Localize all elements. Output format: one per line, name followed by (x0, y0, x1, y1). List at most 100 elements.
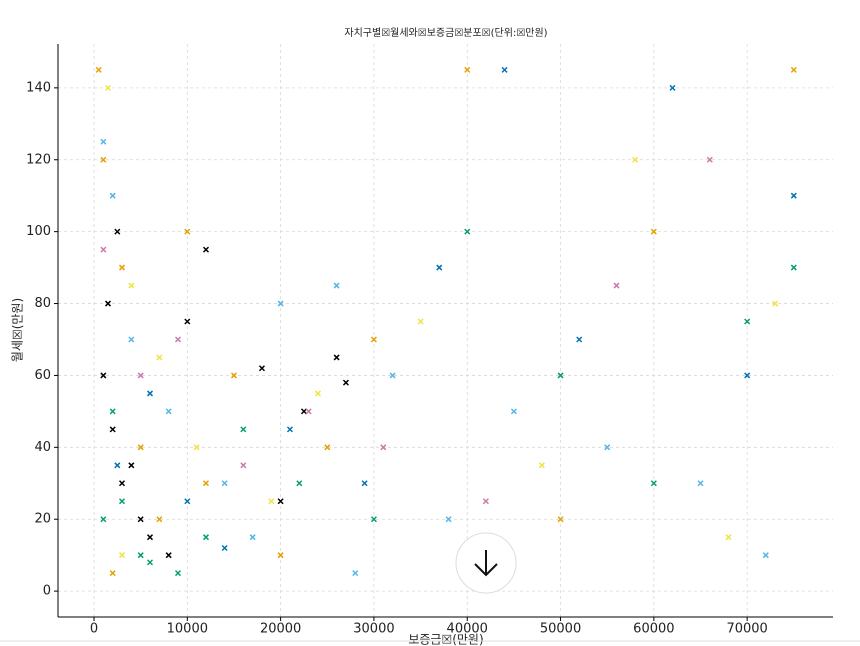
point (557, 372, 564, 379)
point (697, 480, 704, 487)
point (370, 516, 377, 523)
point (184, 228, 191, 235)
point (184, 318, 191, 325)
point (114, 228, 121, 235)
point (772, 300, 779, 307)
point (202, 534, 210, 541)
chart-title: 자치구별☒월세와☒보증금☒분포☒(단위:☒만원) (344, 26, 547, 39)
point (240, 426, 247, 433)
point (744, 372, 751, 379)
point (650, 228, 657, 235)
y-axis-label: 월세☒(만원) (11, 298, 25, 362)
point (137, 516, 144, 523)
y-tick-label: 120 (26, 152, 51, 167)
y-tick-label: 80 (34, 296, 51, 311)
point (417, 318, 424, 325)
point (221, 480, 228, 487)
point (744, 318, 751, 325)
x-tick-label: 40000 (447, 622, 488, 637)
point (109, 408, 116, 415)
point (790, 264, 797, 271)
point (184, 498, 191, 505)
point (436, 264, 443, 271)
point (165, 552, 172, 559)
point (464, 228, 471, 235)
point (146, 559, 154, 566)
point (100, 516, 107, 523)
point (114, 462, 121, 469)
point (137, 372, 144, 379)
point (156, 354, 163, 361)
point (128, 462, 135, 469)
point (95, 66, 102, 73)
point (100, 138, 107, 145)
point (510, 408, 517, 415)
x-tick-label: 0 (90, 622, 98, 637)
point (249, 534, 256, 541)
point (277, 300, 284, 307)
point (104, 84, 112, 91)
point (156, 516, 163, 523)
point (361, 480, 368, 487)
y-tick-label: 60 (34, 368, 51, 383)
y-tick-label: 20 (34, 512, 51, 527)
point (109, 570, 116, 577)
x-tick-label: 50000 (540, 622, 581, 637)
point (650, 480, 657, 487)
point (725, 534, 732, 541)
point (104, 300, 112, 307)
point (464, 66, 471, 73)
point (230, 372, 238, 379)
point (118, 498, 126, 505)
point (118, 264, 126, 271)
point (268, 498, 275, 505)
x-tick-label: 60000 (633, 622, 674, 637)
point (109, 426, 116, 433)
point (314, 390, 321, 397)
point (137, 444, 144, 451)
point (286, 426, 293, 433)
point (118, 552, 126, 559)
point (501, 66, 508, 73)
point (482, 498, 489, 505)
point (109, 192, 116, 199)
point (174, 336, 182, 343)
point (128, 336, 135, 343)
point (146, 390, 154, 397)
point (604, 444, 611, 451)
point (613, 282, 620, 289)
point (389, 372, 396, 379)
point (146, 534, 154, 541)
points (95, 66, 797, 577)
point (137, 552, 144, 559)
point (118, 480, 126, 487)
point (100, 246, 107, 253)
point (100, 372, 107, 379)
point (240, 462, 247, 469)
point (300, 408, 307, 415)
point (193, 444, 200, 451)
point (202, 480, 210, 487)
point (221, 544, 228, 552)
point (706, 156, 713, 163)
point (380, 444, 387, 451)
ticks: 0 10000 20000 30000 40000 50000 60000 70000 0 20 4… (26, 80, 768, 636)
point (333, 282, 340, 289)
point (445, 516, 452, 523)
grid (58, 44, 833, 617)
point (100, 156, 107, 163)
point (342, 379, 349, 386)
point (165, 408, 172, 415)
point (296, 480, 303, 487)
point (370, 336, 377, 343)
point (538, 462, 545, 469)
point (174, 570, 182, 577)
point (277, 552, 284, 559)
point (576, 336, 583, 343)
point (333, 354, 340, 361)
y-tick-label: 40 (34, 440, 51, 455)
y-tick-label: 100 (26, 224, 51, 239)
x-axis-label: 보증금☒(만원) (408, 633, 483, 646)
x-tick-label: 20000 (260, 622, 301, 637)
point (557, 516, 564, 523)
